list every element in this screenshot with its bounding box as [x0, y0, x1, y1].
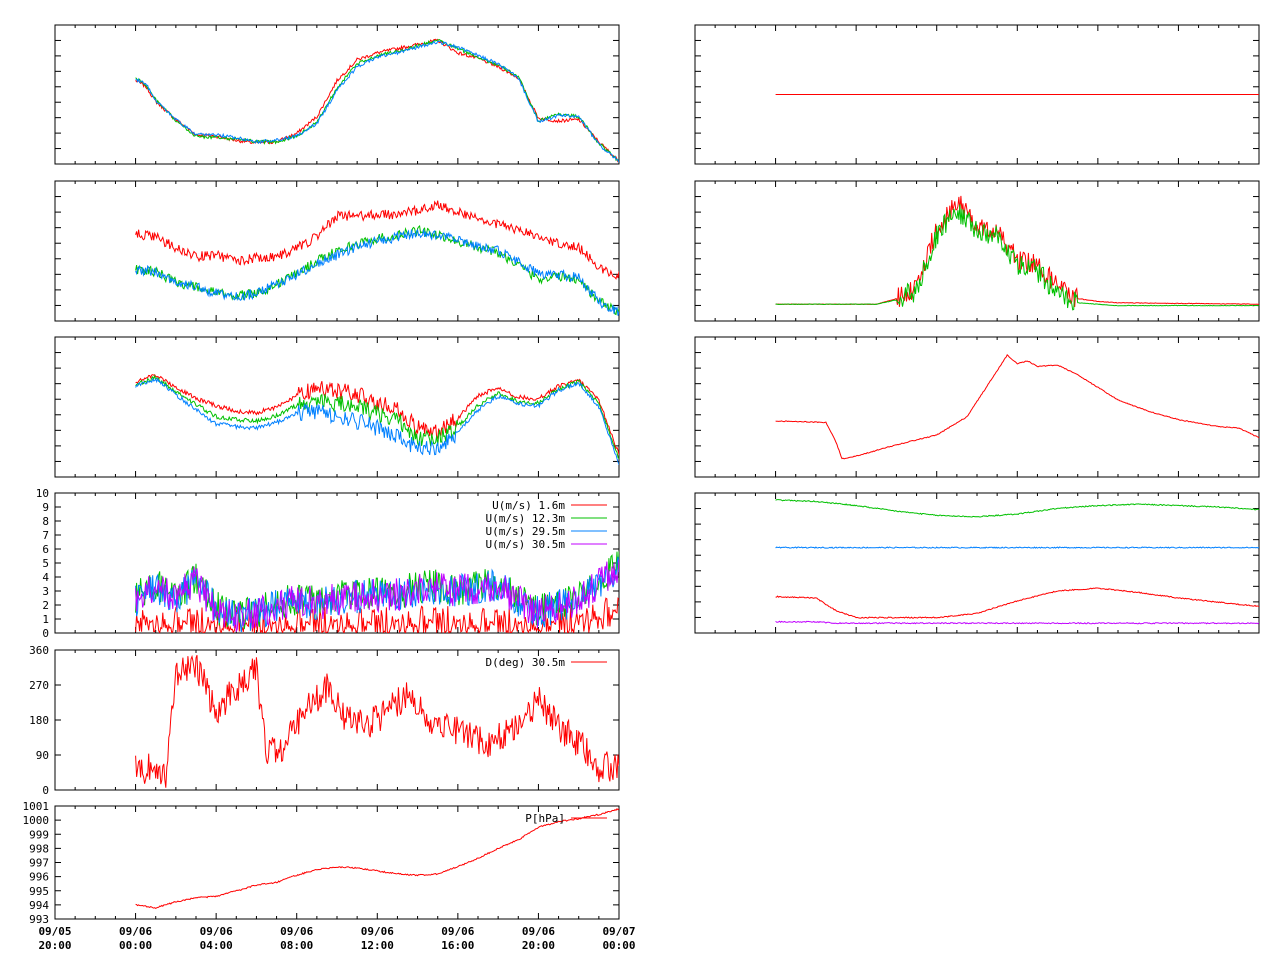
x-tick-time-label: 00:00: [119, 939, 152, 952]
y-tick-label: 270: [29, 679, 49, 692]
plot-frame: [694, 492, 1260, 634]
x-tick-date-label: 09/05: [38, 925, 71, 938]
series-group: [135, 38, 619, 163]
legend-label: U(m/s) 12.3m: [486, 512, 566, 525]
y-tick-label: 360: [29, 644, 49, 657]
panel-p7: [694, 24, 1260, 165]
x-tick-time-label: 00:00: [602, 939, 635, 952]
series-line: [135, 559, 619, 632]
x-tick-time-label: 04:00: [200, 939, 233, 952]
series-line: [135, 374, 619, 455]
x-tick-date-label: 09/06: [361, 925, 394, 938]
legend-label: D(deg) 30.5m: [486, 656, 566, 669]
y-tick-label: 180: [29, 714, 49, 727]
panel-p1: [54, 24, 620, 165]
y-tick-label: 8: [42, 515, 49, 528]
plot-frame: [54, 24, 620, 165]
plot-frame: [54, 336, 620, 478]
series-line: [135, 654, 619, 788]
series-group: [135, 374, 619, 465]
y-tick-label: 996: [29, 871, 49, 884]
legend-label: P[hPa]: [525, 812, 565, 825]
y-tick-label: 1000: [23, 814, 50, 827]
series-line: [135, 374, 619, 460]
y-tick-label: 9: [42, 501, 49, 514]
series-group: [135, 551, 619, 633]
y-tick-label: 1: [42, 613, 49, 626]
x-tick-date-label: 09/06: [119, 925, 152, 938]
x-tick-date-label: 09/06: [441, 925, 474, 938]
series-group: [775, 195, 1259, 311]
panel-p8: [694, 180, 1260, 322]
y-tick-label: 999: [29, 828, 49, 841]
x-tick-date-label: 09/06: [280, 925, 313, 938]
series-line: [135, 597, 619, 633]
series-line: [135, 556, 619, 633]
y-tick-label: 997: [29, 857, 49, 870]
y-tick-label: 4: [42, 571, 49, 584]
x-tick-date-label: 09/07: [602, 925, 635, 938]
plot-frame: [694, 180, 1260, 322]
series-group: [135, 808, 619, 909]
y-tick-label: 3: [42, 585, 49, 598]
series-group: [775, 499, 1259, 625]
series-line: [135, 228, 619, 316]
plot-frame: [694, 336, 1260, 478]
legend-label: U(m/s) 30.5m: [486, 538, 566, 551]
plot-frame: [54, 805, 620, 920]
legend-label: U(m/s) 1.6m: [492, 499, 565, 512]
y-tick-label: 90: [36, 749, 49, 762]
y-tick-label: 5: [42, 557, 49, 570]
panel-p9: [694, 336, 1260, 478]
y-tick-label: 6: [42, 543, 49, 556]
series-line: [775, 587, 1259, 619]
series-line: [775, 620, 1259, 625]
series-line: [775, 204, 1259, 311]
y-tick-label: 995: [29, 885, 49, 898]
legend-label: U(m/s) 29.5m: [486, 525, 566, 538]
y-tick-label: 994: [29, 899, 49, 912]
y-tick-label: 2: [42, 599, 49, 612]
series-line: [775, 499, 1259, 518]
series-line: [775, 546, 1259, 549]
series-line: [135, 40, 619, 163]
y-tick-label: 1001: [23, 800, 50, 813]
panel-p5: 0 90 180 270 360 D(deg) 30.5m: [29, 644, 620, 797]
y-tick-label: 998: [29, 842, 49, 855]
x-tick-time-label: 12:00: [361, 939, 394, 952]
x-tick-time-label: 08:00: [280, 939, 313, 952]
x-tick-time-label: 16:00: [441, 939, 474, 952]
y-tick-label: 7: [42, 529, 49, 542]
y-tick-label: 0: [42, 784, 49, 797]
y-tick-label: 10: [36, 487, 49, 500]
x-tick-time-label: 20:00: [522, 939, 555, 952]
series-line: [135, 808, 619, 909]
series-line: [135, 377, 619, 465]
panel-p3: [54, 336, 620, 478]
y-tick-label: 993: [29, 913, 49, 926]
x-tick-date-label: 09/06: [522, 925, 555, 938]
x-tick-date-label: 09/06: [200, 925, 233, 938]
x-tick-time-label: 20:00: [38, 939, 71, 952]
series-group: [775, 353, 1259, 460]
series-line: [135, 200, 619, 280]
panel-p2: [54, 180, 620, 322]
series-group: [135, 654, 619, 788]
series-line: [775, 353, 1259, 460]
y-tick-label: 0: [42, 627, 49, 640]
series-line: [135, 225, 619, 316]
panel-p10: [694, 492, 1260, 634]
series-group: [135, 200, 619, 316]
